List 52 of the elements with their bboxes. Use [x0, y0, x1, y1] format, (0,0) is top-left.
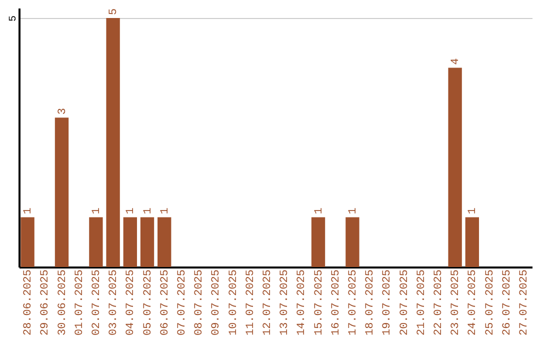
x-tick-label: 25.07.2025 — [484, 270, 496, 336]
x-tick-label: 05.07.2025 — [142, 270, 154, 336]
data-label: 1 — [467, 207, 480, 214]
x-tick-label: 22.07.2025 — [432, 270, 445, 336]
x-tick-label: 28.06.2025 — [22, 270, 35, 336]
x-tick-label: 07.07.2025 — [176, 270, 188, 336]
x-tick-label: 02.07.2025 — [90, 270, 103, 336]
x-tick-label: 14.07.2025 — [296, 270, 308, 336]
x-tick-label: 09.07.2025 — [210, 270, 223, 336]
x-tick-label: 30.06.2025 — [56, 270, 69, 336]
data-label: 4 — [450, 58, 462, 65]
bar — [346, 217, 360, 267]
x-tick-label: 08.07.2025 — [194, 270, 206, 336]
x-tick-label: 23.07.2025 — [450, 270, 462, 336]
x-tick-label: 10.07.2025 — [228, 270, 240, 336]
x-tick-label: 16.07.2025 — [330, 270, 342, 336]
x-tick-label: 24.07.2025 — [467, 270, 480, 336]
bar — [89, 217, 103, 267]
data-label: 1 — [142, 207, 154, 214]
bar — [311, 217, 326, 267]
data-label: 1 — [313, 207, 326, 214]
x-tick-label: 12.07.2025 — [262, 270, 274, 336]
data-label: 1 — [125, 207, 138, 214]
x-tick-label: 13.07.2025 — [279, 270, 292, 336]
bar — [123, 217, 137, 267]
data-label: 5 — [108, 8, 120, 15]
x-tick-label: 17.07.2025 — [347, 270, 360, 336]
data-label: 1 — [22, 207, 35, 214]
x-tick-label: 20.07.2025 — [398, 270, 411, 336]
bar — [54, 118, 69, 267]
x-tick-label: 15.07.2025 — [313, 270, 326, 336]
data-label: 3 — [56, 108, 69, 115]
bar — [448, 68, 462, 267]
x-tick-label: 06.07.2025 — [159, 270, 172, 336]
bar — [158, 217, 172, 267]
x-tick-label: 01.07.2025 — [74, 270, 86, 336]
x-tick-label: 27.07.2025 — [518, 270, 530, 336]
data-label: 1 — [347, 207, 360, 214]
bar — [20, 217, 34, 267]
bar — [140, 217, 154, 267]
x-tick-label: 19.07.2025 — [382, 270, 394, 336]
x-tick-label: 04.07.2025 — [125, 270, 138, 336]
x-tick-label: 29.06.2025 — [40, 270, 52, 336]
x-tick-label: 18.07.2025 — [364, 270, 377, 336]
x-tick-label: 26.07.2025 — [501, 270, 514, 336]
x-tick-label: 21.07.2025 — [416, 270, 428, 336]
bar — [465, 217, 479, 267]
bar — [106, 18, 120, 267]
x-tick-label: 11.07.2025 — [244, 270, 257, 336]
data-label: 1 — [90, 207, 103, 214]
data-label: 1 — [159, 207, 172, 214]
x-tick-label: 03.07.2025 — [108, 270, 120, 336]
